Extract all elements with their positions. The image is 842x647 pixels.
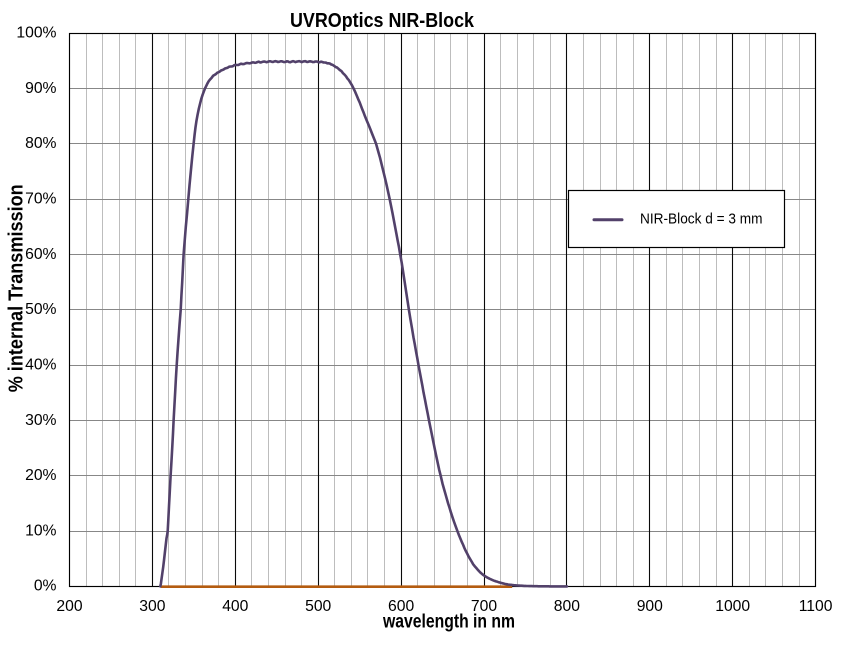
svg-text:0%: 0% [34, 578, 57, 595]
svg-text:100%: 100% [16, 25, 56, 42]
svg-text:60%: 60% [25, 246, 56, 263]
svg-text:40%: 40% [25, 357, 56, 374]
svg-text:20%: 20% [25, 467, 56, 484]
svg-text:% internal Transmission: % internal Transmission [5, 184, 27, 392]
svg-text:70%: 70% [25, 191, 56, 208]
svg-text:30%: 30% [25, 412, 56, 429]
svg-text:600: 600 [388, 598, 414, 615]
svg-text:UVROptics NIR-Block: UVROptics NIR-Block [290, 10, 475, 32]
svg-text:NIR-Block d = 3 mm: NIR-Block d = 3 mm [640, 212, 763, 228]
svg-text:10%: 10% [25, 522, 56, 539]
svg-text:80%: 80% [25, 135, 56, 152]
svg-text:wavelength in nm: wavelength in nm [382, 612, 515, 633]
svg-text:1100: 1100 [799, 598, 833, 615]
svg-text:900: 900 [637, 598, 663, 615]
svg-text:800: 800 [554, 598, 580, 615]
svg-text:700: 700 [471, 598, 497, 615]
svg-text:400: 400 [222, 598, 248, 615]
svg-text:200: 200 [56, 598, 82, 615]
svg-text:500: 500 [305, 598, 331, 615]
svg-text:90%: 90% [25, 80, 56, 97]
svg-text:50%: 50% [25, 301, 56, 318]
svg-text:300: 300 [139, 598, 165, 615]
svg-text:1000: 1000 [715, 598, 750, 615]
